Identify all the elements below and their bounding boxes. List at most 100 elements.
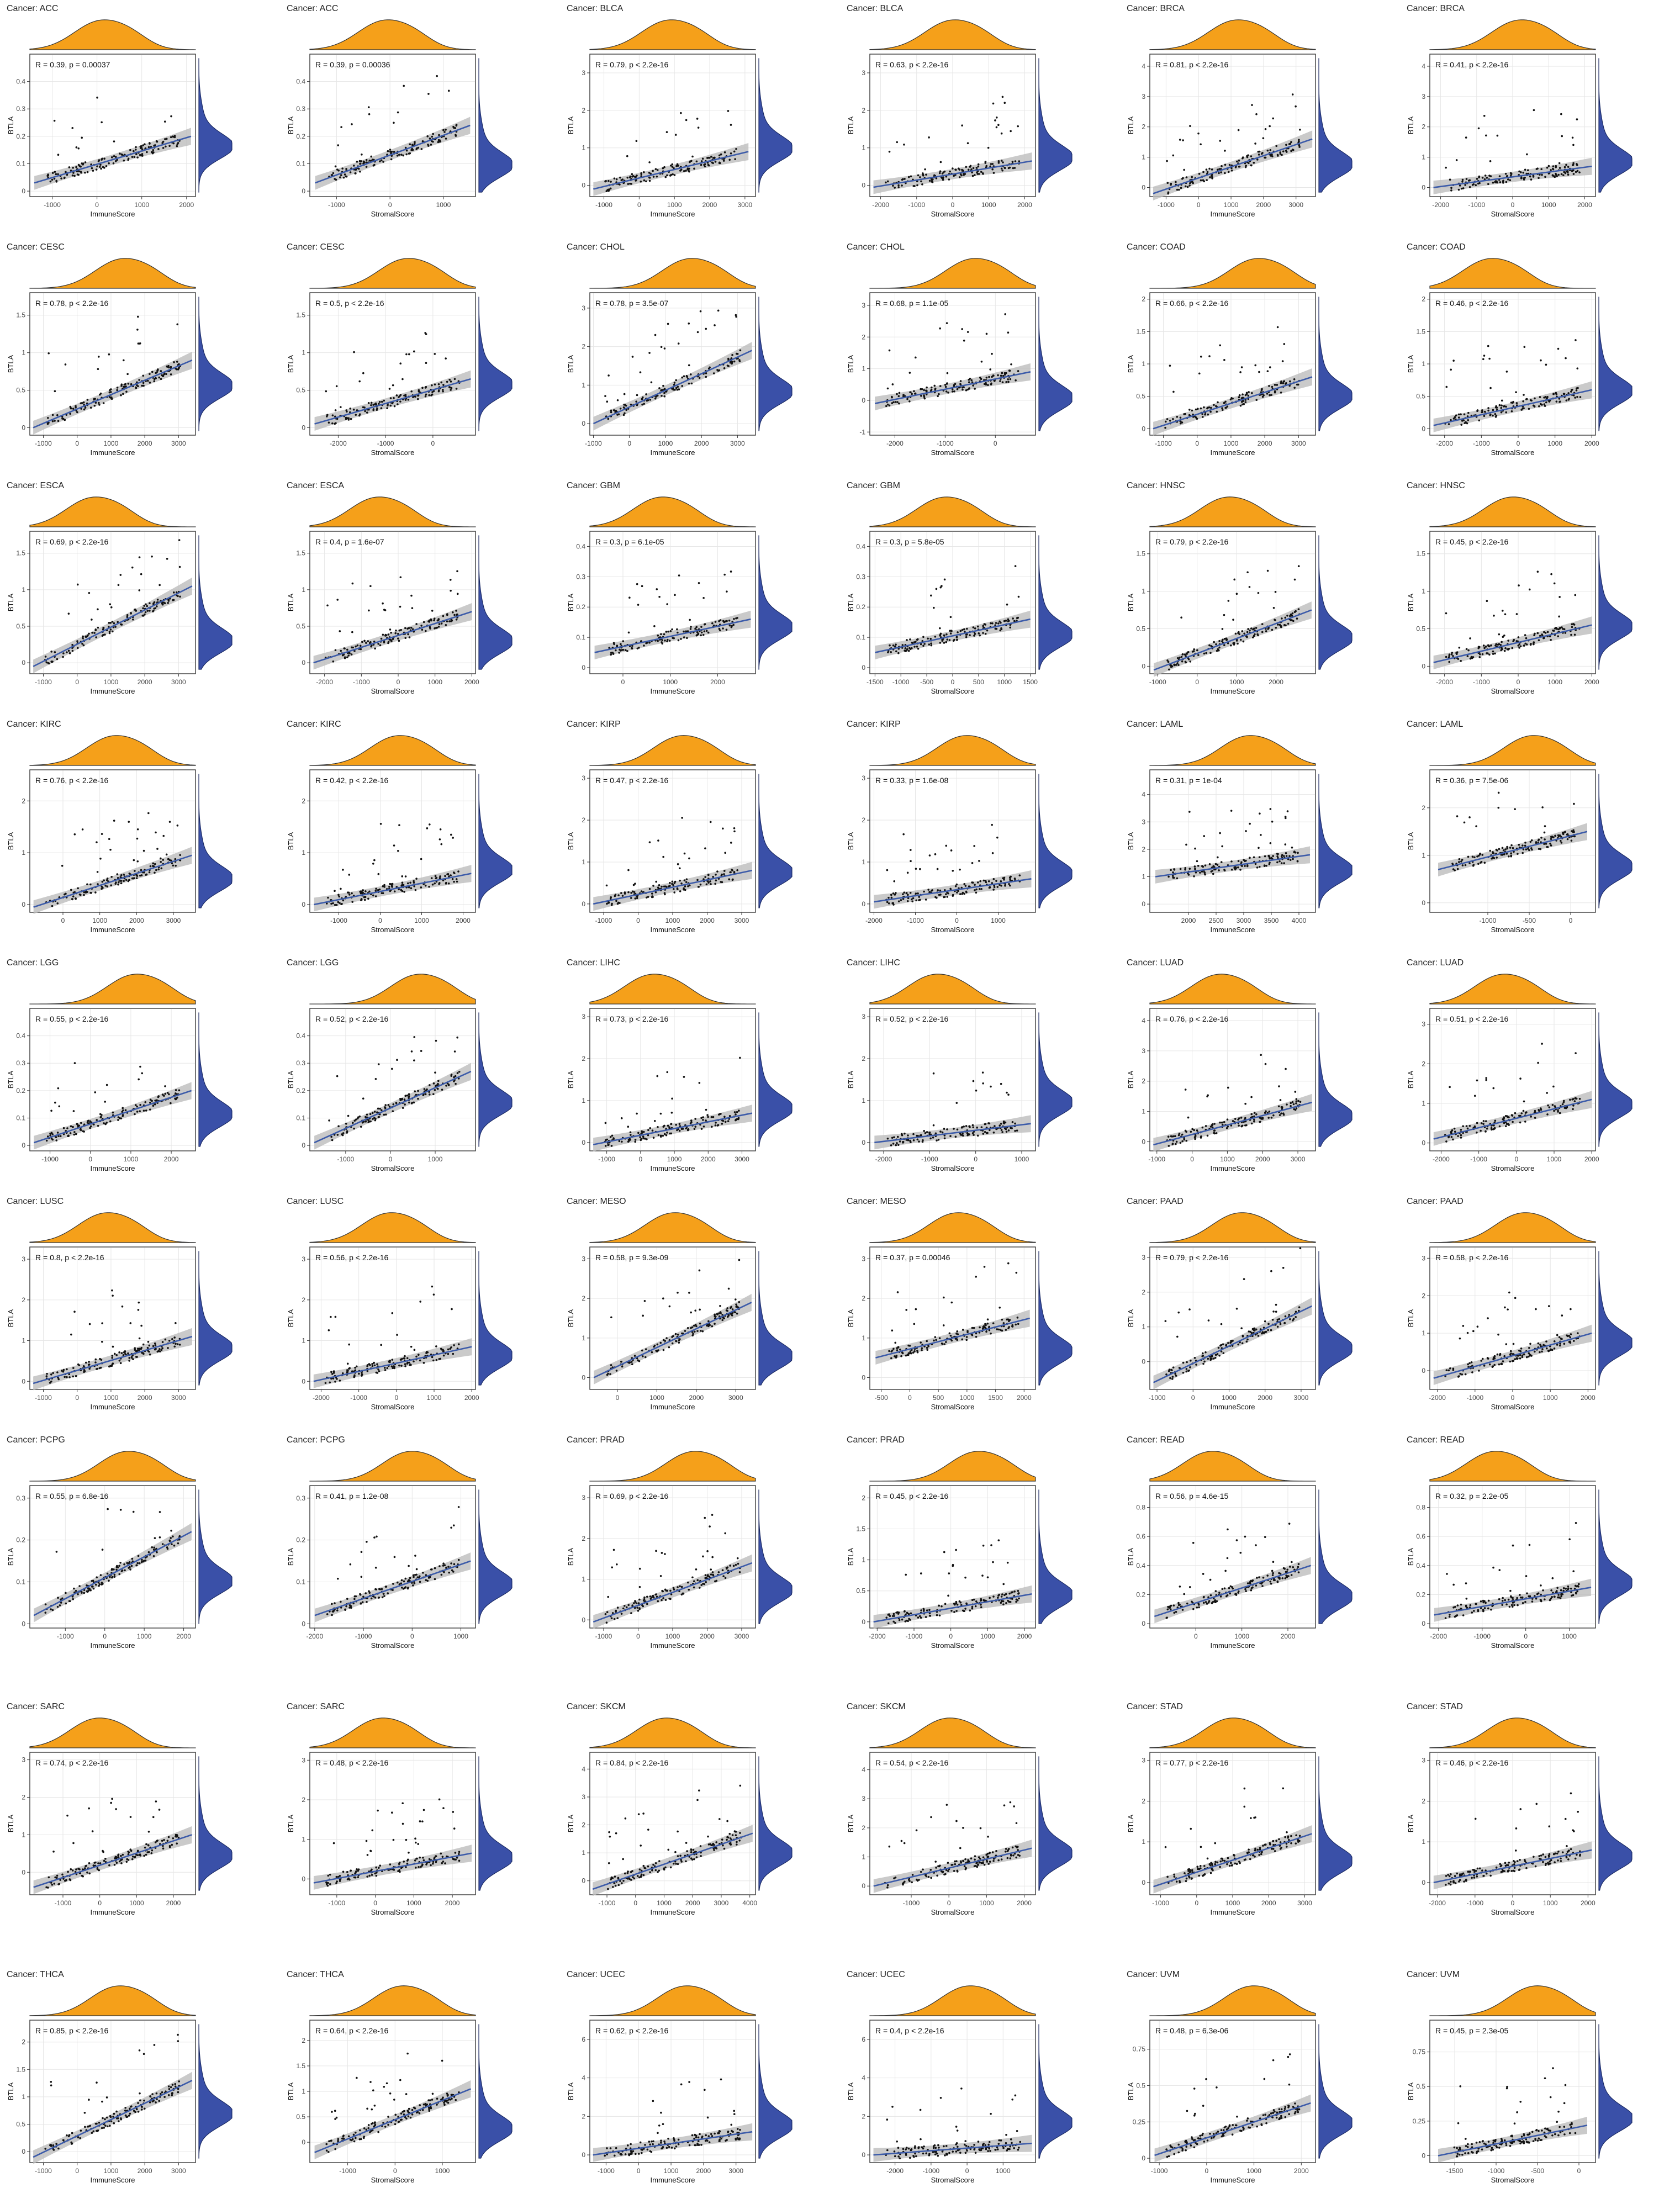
correlation-annotation: R = 0.4, p = 1.6e-07 — [315, 537, 384, 546]
top-density-curve — [1429, 735, 1596, 766]
scatter-point — [1568, 398, 1570, 400]
scatter-point — [947, 392, 949, 394]
scatter-point — [920, 180, 922, 183]
x-tick-label: 1000 — [1224, 201, 1239, 209]
scatter-point — [1217, 401, 1219, 404]
scatter-point — [717, 369, 720, 372]
scatter-point — [927, 889, 929, 891]
x-tick-label: -1000 — [595, 201, 612, 209]
scatter-point — [153, 601, 156, 604]
scatter-point — [142, 144, 144, 147]
scatter-point — [913, 646, 916, 648]
scatter-point — [1201, 416, 1204, 418]
scatter-point — [1018, 160, 1021, 162]
scatter-point — [361, 641, 363, 643]
scatter-point — [930, 644, 933, 647]
scatter-point — [80, 171, 82, 174]
scatter-point — [656, 169, 659, 171]
scatter-point — [1257, 591, 1260, 594]
y-tick-label: 3 — [1142, 818, 1145, 826]
scatter-point — [385, 1113, 387, 1116]
scatter-point — [1571, 170, 1573, 172]
scatter-point — [1245, 830, 1247, 832]
scatter-point — [619, 183, 621, 186]
scatter-point — [1487, 345, 1489, 347]
scatter-point — [138, 589, 141, 591]
scatter-point — [89, 891, 92, 894]
scatter-point — [1559, 626, 1561, 629]
scatter-point — [365, 158, 368, 161]
scatter-point — [735, 617, 737, 620]
scatter-point — [631, 647, 633, 649]
top-density-curve — [1149, 496, 1316, 527]
scatter-point — [977, 165, 980, 168]
right-density-curve — [198, 535, 233, 670]
scatter-point — [143, 605, 146, 607]
scatter-point — [1200, 355, 1202, 358]
x-tick-label: -2000 — [316, 678, 333, 686]
scatter-point — [393, 405, 396, 408]
scatter-point — [145, 1109, 147, 1112]
scatter-point — [680, 1128, 683, 1130]
y-tick-label: 0.4 — [856, 542, 865, 550]
scatter-point — [457, 870, 459, 873]
scatter-point — [961, 328, 963, 330]
scatter-point — [81, 642, 83, 645]
scatter-point — [347, 419, 350, 421]
scatter-point — [1245, 392, 1248, 394]
scatter-point — [999, 380, 1001, 382]
scatter-point — [716, 870, 719, 873]
scatter-point — [1573, 623, 1576, 626]
scatter-point — [929, 637, 932, 640]
scatter-point — [924, 899, 927, 901]
x-tick-label: 2000 — [129, 917, 144, 924]
scatter-point — [1239, 638, 1242, 641]
scatter-point — [1462, 187, 1465, 189]
scatter-point — [1176, 877, 1179, 880]
scatter-point — [136, 828, 139, 831]
scatter-point — [927, 637, 929, 640]
scatter-point — [436, 75, 438, 77]
scatter-point — [1539, 848, 1542, 850]
scatter-point — [1469, 657, 1472, 660]
scatter-point — [1195, 408, 1197, 411]
scatter-point — [915, 641, 917, 643]
scatter-point — [647, 1129, 649, 1132]
top-density-curve — [29, 735, 196, 766]
scatter-point — [456, 613, 458, 616]
scatter-point — [451, 878, 454, 880]
scatter-point — [897, 652, 900, 654]
x-tick-label: 1000 — [427, 678, 442, 686]
scatter-point — [931, 179, 933, 181]
scatter-point — [923, 643, 926, 645]
scatter-point — [355, 168, 357, 171]
scatter-point — [337, 901, 340, 903]
scatter-point — [735, 315, 737, 318]
correlation-annotation: R = 0.63, p < 2.2e-16 — [875, 60, 949, 69]
scatter-point — [1285, 144, 1287, 146]
scatter-point — [949, 616, 952, 619]
scatter-point — [618, 1140, 621, 1143]
panel-title: Cancer: ESCA — [287, 481, 344, 490]
scatter-point — [1222, 638, 1224, 641]
scatter-point — [439, 838, 441, 841]
scatter-point — [450, 387, 453, 389]
scatter-point — [1246, 631, 1249, 633]
scatter-point — [652, 1137, 655, 1139]
confidence-band — [593, 143, 749, 196]
scatter-point — [1555, 173, 1557, 176]
x-tick-label: -1000 — [353, 678, 370, 686]
scatter-point — [1512, 400, 1514, 403]
correlation-annotation: R = 0.66, p < 2.2e-16 — [1155, 299, 1229, 308]
scatter-point — [108, 391, 111, 394]
scatter-point — [1487, 183, 1489, 186]
scatter-point — [1537, 839, 1540, 842]
scatter-point — [334, 409, 337, 411]
x-tick-label: 0 — [951, 201, 955, 209]
scatter-point — [1468, 816, 1471, 818]
scatter-point — [1494, 413, 1497, 415]
scatter-point — [328, 1119, 330, 1122]
scatter-point — [992, 374, 995, 377]
scatter-point — [411, 1102, 414, 1104]
